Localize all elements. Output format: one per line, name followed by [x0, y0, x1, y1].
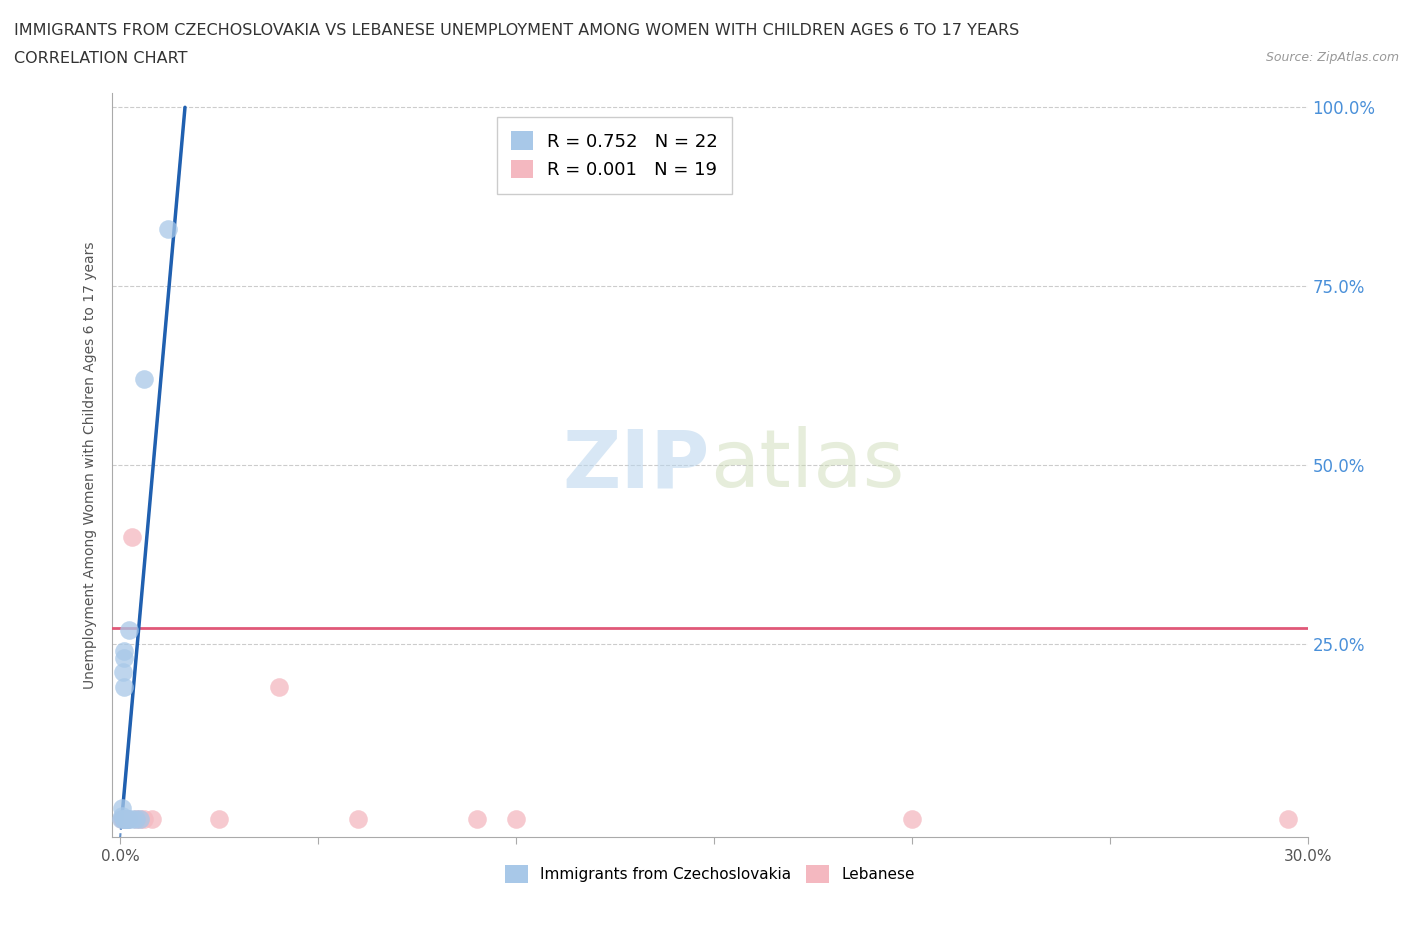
Point [111, 812, 134, 827]
Point [114, 812, 136, 827]
Point [347, 812, 370, 827]
Point [208, 812, 231, 827]
Point [901, 812, 924, 827]
Text: IMMIGRANTS FROM CZECHOSLOVAKIA VS LEBANESE UNEMPLOYMENT AMONG WOMEN WITH CHILDRE: IMMIGRANTS FROM CZECHOSLOVAKIA VS LEBANE… [14, 23, 1019, 38]
Point [125, 812, 148, 827]
Point [112, 812, 135, 827]
Point [112, 665, 135, 680]
Point [112, 812, 135, 827]
Point [134, 372, 156, 387]
Point [112, 651, 135, 666]
Point [125, 812, 148, 827]
Point [115, 812, 138, 827]
Point [117, 812, 139, 827]
Text: Source: ZipAtlas.com: Source: ZipAtlas.com [1265, 51, 1399, 64]
Point [111, 801, 134, 816]
Point [129, 812, 152, 827]
Point [112, 644, 135, 658]
Point [115, 812, 138, 827]
Point [110, 812, 132, 827]
Point [112, 812, 135, 827]
Point [1277, 812, 1299, 827]
Point [117, 812, 139, 827]
Y-axis label: Unemployment Among Women with Children Ages 6 to 17 years: Unemployment Among Women with Children A… [83, 241, 97, 689]
Point [121, 812, 143, 827]
Text: CORRELATION CHART: CORRELATION CHART [14, 51, 187, 66]
Point [129, 812, 152, 827]
Point [118, 622, 141, 637]
Point [115, 812, 138, 827]
Text: ZIP: ZIP [562, 426, 710, 504]
Point [112, 679, 135, 694]
Point [110, 808, 132, 823]
Point [117, 812, 139, 827]
Point [114, 812, 136, 827]
Point [465, 812, 488, 827]
Text: atlas: atlas [710, 426, 904, 504]
Point [505, 812, 527, 827]
Point [111, 812, 134, 827]
Point [115, 812, 138, 827]
Legend: Immigrants from Czechoslovakia, Lebanese: Immigrants from Czechoslovakia, Lebanese [499, 859, 921, 889]
Point [134, 812, 156, 827]
Point [141, 812, 163, 827]
Point [121, 529, 143, 544]
Point [267, 679, 290, 694]
Point [114, 812, 136, 827]
Point [110, 812, 132, 827]
Point [156, 221, 179, 236]
